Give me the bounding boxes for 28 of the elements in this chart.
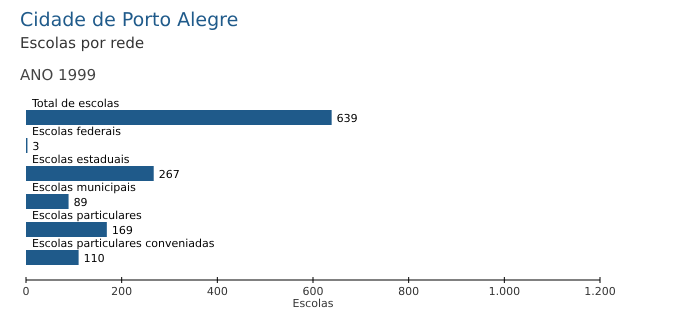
data-label: 169 [112,224,133,237]
bar [26,194,69,209]
bar [26,166,154,181]
chart-subtitle: Escolas por rede [20,34,144,52]
x-tick-label: 0 [22,285,30,298]
x-tick-label: 800 [398,285,420,298]
x-tick-label: 600 [302,285,324,298]
data-label: 639 [336,112,358,125]
x-tick-label: 1.200 [584,285,616,298]
y-tick-label: Escolas estaduais [32,153,130,166]
y-tick-label: Escolas particulares conveniadas [32,237,215,250]
text: ANO 1999 [20,66,96,84]
y-tick-label: Total de escolas [31,97,120,110]
y-tick-label: Escolas municipais [32,181,136,194]
data-label: 89 [74,196,88,209]
data-label: 267 [158,168,180,181]
y-tick-label: Escolas federais [32,125,122,138]
bar [26,222,107,237]
bar [26,110,332,125]
x-tick-label: 1.000 [488,285,520,298]
x-tick-label: 400 [206,285,228,298]
x-tick-label: 200 [111,285,132,298]
y-tick-label: Escolas particulares [32,209,142,222]
data-label: 3 [32,140,40,153]
chart-title: Cidade de Porto Alegre [20,9,238,31]
x-axis-title: Escolas [292,297,334,310]
data-label: 110 [84,252,105,265]
bar [26,250,79,265]
